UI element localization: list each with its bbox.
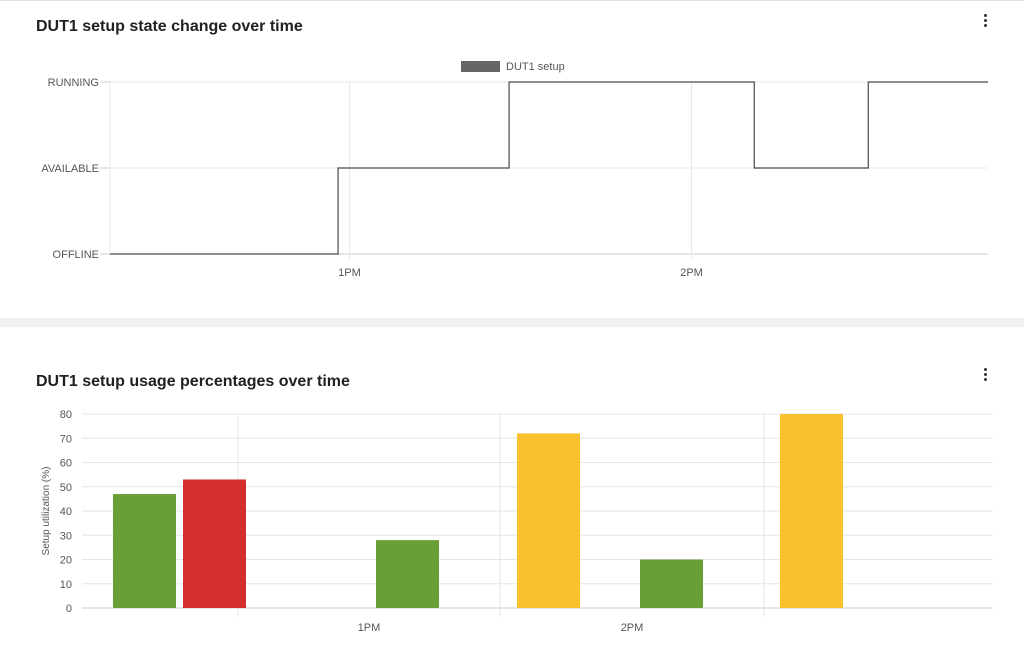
state-chart-title: DUT1 setup state change over time (36, 18, 303, 35)
bar-4 (517, 433, 580, 608)
series-line-dut1-setup (110, 81, 988, 255)
x-tick-label: 1PM (338, 267, 361, 279)
usage-chart-card: DUT1 setup usage percentages over time 0… (0, 327, 1024, 648)
y-tick-label: 20 (60, 555, 72, 567)
y-tick-label: OFFLINE (53, 249, 99, 261)
bar-1 (113, 494, 176, 608)
legend-label: DUT1 setup (506, 61, 565, 73)
legend-swatch (461, 61, 500, 72)
x-tick-label: 2PM (680, 267, 703, 279)
more-vert-icon[interactable] (976, 10, 994, 30)
state-chart: OFFLINE AVAILABLE RUNNING 1PM 2PM DUT1 setup (41, 61, 988, 279)
x-tick-label: 2PM (621, 622, 644, 634)
x-tick-label: 1PM (358, 622, 381, 634)
y-tick-label: 30 (60, 530, 72, 542)
usage-chart: 0 10 20 30 40 50 60 70 80 1PM 2PM Setup utilization… (41, 409, 993, 634)
bar-5 (640, 559, 703, 608)
y-tick-label: 60 (60, 458, 72, 470)
y-tick-label: 50 (60, 482, 72, 494)
y-tick-label: 10 (60, 579, 72, 591)
y-tick-label: 0 (66, 603, 72, 615)
bar-2 (183, 479, 246, 608)
usage-chart-title: DUT1 setup usage percentages over time (36, 373, 350, 390)
y-tick-label: 40 (60, 506, 72, 518)
more-vert-icon[interactable] (976, 364, 994, 384)
y-axis-title: Setup utilization (%) (41, 467, 52, 556)
y-tick-label: AVAILABLE (41, 163, 99, 175)
y-tick-label: 80 (60, 409, 72, 421)
state-chart-card: DUT1 setup state change over time OFFLIN… (0, 0, 1024, 318)
y-tick-label: RUNNING (48, 77, 99, 89)
bar-3 (376, 540, 439, 608)
bar-6 (780, 414, 843, 608)
y-tick-label: 70 (60, 433, 72, 445)
